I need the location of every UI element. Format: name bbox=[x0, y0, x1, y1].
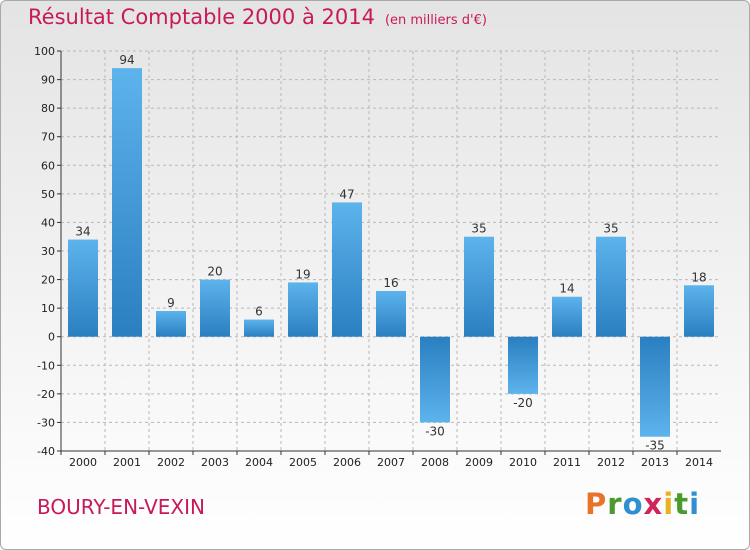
xtick-label: 2011 bbox=[553, 456, 581, 469]
value-label: 35 bbox=[471, 222, 486, 236]
value-label: 35 bbox=[603, 222, 618, 236]
chart-title: Résultat Comptable 2000 à 2014 (en millie… bbox=[28, 5, 487, 29]
value-label: -20 bbox=[513, 396, 533, 410]
bar-2010 bbox=[508, 336, 538, 394]
logo-letter: x bbox=[643, 487, 664, 521]
value-labels: 34 94 9 20 6 19 47 16 -30 35 -20 14 35 -35 18 bbox=[75, 53, 706, 453]
commune-name: BOURY-EN-VEXIN bbox=[37, 495, 205, 519]
ytick-label: -10 bbox=[37, 359, 55, 372]
bar-2013 bbox=[640, 336, 670, 437]
bar-2008 bbox=[420, 336, 450, 423]
ytick-label: 70 bbox=[41, 131, 55, 144]
value-label: 19 bbox=[295, 267, 310, 281]
ytick-label: 20 bbox=[41, 274, 55, 287]
chart-subtitle: (en milliers d'€) bbox=[384, 13, 487, 28]
bar-2011 bbox=[552, 296, 582, 337]
bar-2007 bbox=[376, 291, 406, 337]
xtick-label: 2000 bbox=[69, 456, 97, 469]
value-label: 9 bbox=[167, 296, 175, 310]
xtick-label: 2014 bbox=[685, 456, 713, 469]
ytick-label: 90 bbox=[41, 74, 55, 87]
xtick-label: 2010 bbox=[509, 456, 537, 469]
xtick-label: 2012 bbox=[597, 456, 625, 469]
bar-2003 bbox=[200, 279, 230, 337]
bar-2006 bbox=[332, 202, 362, 337]
xtick-label: 2004 bbox=[245, 456, 273, 469]
xtick-label: 2008 bbox=[421, 456, 449, 469]
xtick-label: 2003 bbox=[201, 456, 229, 469]
value-label: 6 bbox=[255, 305, 263, 319]
ytick-label: 50 bbox=[41, 188, 55, 201]
bar-2002 bbox=[156, 311, 186, 337]
xtick-label: 2007 bbox=[377, 456, 405, 469]
value-label: 18 bbox=[691, 270, 706, 284]
logo-letter: o bbox=[622, 487, 644, 521]
xtick-label: 2013 bbox=[641, 456, 669, 469]
value-label: 47 bbox=[339, 187, 354, 201]
logo-letter: t bbox=[674, 487, 690, 521]
ytick-label: -30 bbox=[37, 416, 55, 429]
ytick-label: 10 bbox=[41, 302, 55, 315]
value-label: 16 bbox=[383, 276, 398, 290]
value-label: -35 bbox=[645, 439, 665, 453]
xtick-label: 2005 bbox=[289, 456, 317, 469]
ytick-label: -20 bbox=[37, 388, 55, 401]
logo-letter: i bbox=[663, 487, 675, 521]
xtick-label: 2009 bbox=[465, 456, 493, 469]
ytick-label: -40 bbox=[37, 445, 55, 458]
bar-2001 bbox=[112, 68, 142, 337]
logo-letter: r bbox=[607, 487, 623, 521]
value-label: 20 bbox=[207, 265, 222, 279]
xtick-label: 2002 bbox=[157, 456, 185, 469]
xtick-label: 2001 bbox=[113, 456, 141, 469]
proxiti-logo: Proxiti bbox=[585, 487, 700, 521]
xtick-label: 2006 bbox=[333, 456, 361, 469]
ytick-label: 100 bbox=[34, 45, 55, 58]
ytick-label: 40 bbox=[41, 216, 55, 229]
ytick-label: 0 bbox=[48, 331, 55, 344]
bar-2005 bbox=[288, 282, 318, 337]
value-label: -30 bbox=[425, 424, 445, 438]
bar-2000 bbox=[68, 239, 98, 337]
ytick-label: 60 bbox=[41, 159, 55, 172]
logo-letter: i bbox=[689, 487, 701, 521]
value-label: 14 bbox=[559, 282, 574, 296]
ytick-label: 80 bbox=[41, 102, 55, 115]
bars bbox=[68, 68, 714, 437]
bar-2009 bbox=[464, 236, 494, 337]
ytick-label: 30 bbox=[41, 245, 55, 258]
value-label: 94 bbox=[119, 53, 134, 67]
bar-2012 bbox=[596, 236, 626, 337]
bar-2014 bbox=[684, 285, 714, 337]
value-label: 34 bbox=[75, 225, 90, 239]
bar-2004 bbox=[244, 319, 274, 337]
logo-letter: P bbox=[585, 487, 608, 521]
title-text: Résultat Comptable 2000 à 2014 bbox=[28, 5, 375, 29]
